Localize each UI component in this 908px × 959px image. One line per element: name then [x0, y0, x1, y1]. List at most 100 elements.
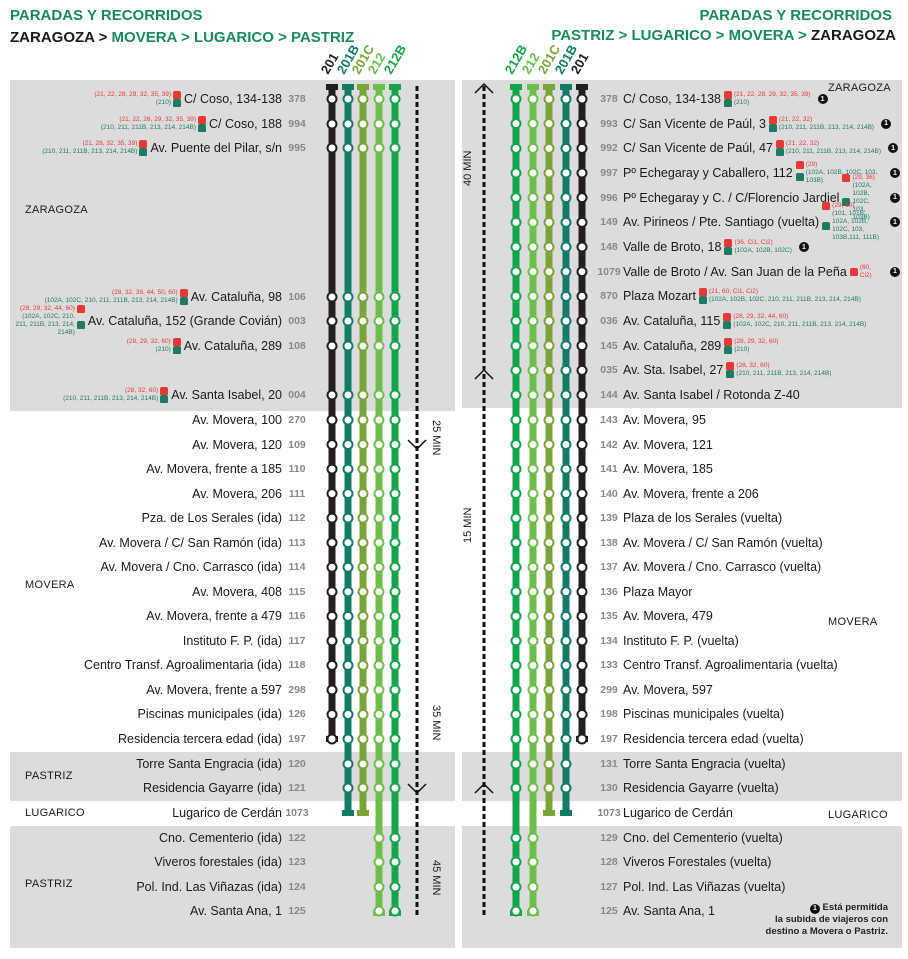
stop-marker: [527, 708, 539, 720]
interurban-bus-routes: (210): [724, 345, 778, 354]
stop-marker: [510, 389, 522, 401]
urban-bus-icon: [139, 140, 148, 148]
stop-marker: [576, 708, 588, 720]
stop-marker: [527, 315, 539, 327]
stop-marker: [510, 315, 522, 327]
urban-routes-text: (29, 36): [852, 173, 875, 181]
urban-bus-icon: [724, 239, 733, 248]
urban-routes-text: (36, Ci1, Ci2): [734, 239, 773, 247]
stop-marker: [543, 708, 555, 720]
stop-marker: [510, 733, 522, 745]
stop-name: Av. Santa Ana, 1: [190, 904, 282, 918]
stop-marker: [510, 93, 522, 105]
stop-marker: [342, 142, 354, 154]
interurban-routes-text: (102A, 102C, 210, 211, 211B, 213, 214, 2…: [733, 321, 867, 329]
stop-code: 125: [600, 905, 618, 917]
stop-marker: [576, 241, 588, 253]
stop-code: 144: [600, 389, 618, 402]
stop-marker: [527, 684, 539, 696]
stop-marker: [576, 512, 588, 524]
stop-marker: [326, 340, 338, 352]
stop-code: 127: [600, 881, 618, 893]
stop-marker: [510, 905, 522, 917]
stop-marker: [576, 389, 588, 401]
stop-marker: [576, 733, 588, 745]
interurban-bus-routes: (210, 211, 211B, 213, 214, 214B): [768, 123, 874, 132]
stop-marker: [560, 586, 572, 598]
stop-marker: [389, 463, 401, 475]
stop-marker: [373, 537, 385, 549]
stop-marker: [342, 561, 354, 573]
stop-marker: [510, 610, 522, 622]
stop-code: 120: [288, 758, 306, 770]
stop-name: Torre Santa Engracia (ida): [136, 757, 282, 771]
urban-bus-icon: [172, 338, 181, 346]
stop-name: Lugarico de Cerdán: [172, 806, 282, 820]
zone-label-movera: MOVERA: [25, 579, 75, 591]
stop-marker: [510, 512, 522, 524]
urban-routes-text: (21, 28, 32, 35, 39): [82, 140, 138, 147]
stop-row: 145 Av. Cataluña, 289 (28, 29, 32, 60) (210…: [595, 335, 900, 357]
stop-marker: [357, 659, 369, 671]
stop-code: 115: [288, 585, 306, 598]
route-heading-part: >: [176, 29, 194, 46]
stop-name: C/ Coso, 134-138: [184, 92, 282, 106]
stop-marker: [373, 389, 385, 401]
stop-row: Av. Movera, 100 270: [10, 409, 312, 431]
stop-marker: [357, 439, 369, 451]
stop-marker: [576, 93, 588, 105]
stop-code: 110: [288, 463, 306, 476]
stop-marker: [342, 659, 354, 671]
stop-marker: [357, 610, 369, 622]
stop-code: 109: [288, 438, 306, 451]
stop-code: 198: [600, 708, 618, 721]
stop-marker: [389, 586, 401, 598]
stop-marker: [576, 192, 588, 204]
stop-marker: [510, 463, 522, 475]
stop-marker: [560, 512, 572, 524]
stop-marker: [326, 610, 338, 622]
stop-row: Residencia tercera edad (ida) 197: [10, 728, 312, 750]
stop-marker: [373, 414, 385, 426]
stop-marker: [326, 439, 338, 451]
stop-code: 035: [600, 364, 618, 377]
stop-marker: [527, 241, 539, 253]
stop-marker: [326, 635, 338, 647]
stop-name: C/ San Vicente de Paúl, 47: [623, 141, 773, 156]
note-marker-icon: 1: [888, 143, 899, 154]
stop-marker: [510, 290, 522, 302]
stop-name: Pº Echegaray y C. / C/Florencio Jardiel: [623, 190, 840, 205]
interurban-bus-routes: (102A, 102B, 102C, 103, 103B): [842, 182, 883, 222]
note-marker-icon: 1: [817, 94, 828, 104]
stop-marker: [527, 905, 539, 917]
stop-name: Instituto F. P. (ida): [182, 633, 282, 648]
urban-bus-routes: (29, 36): [842, 173, 883, 182]
stop-row: Piscinas municipales (ida) 126: [10, 703, 312, 725]
stop-name: Piscinas municipales (vuelta): [623, 707, 785, 722]
route-heading-part: >: [94, 29, 112, 46]
stop-marker: [576, 463, 588, 475]
stop-marker: [357, 463, 369, 475]
stop-code: 136: [600, 585, 618, 598]
stop-name: Pol. Ind. Las Viñazas (ida): [136, 880, 282, 894]
stop-row: 997 Pº Echegaray y Caballero, 112 (29) (102…: [595, 161, 900, 185]
stop-code: 133: [600, 659, 618, 672]
stop-marker: [389, 389, 401, 401]
urban-bus-icon: [76, 305, 85, 313]
stop-marker: [373, 93, 385, 105]
interurban-bus-routes: (210): [156, 346, 181, 354]
stop-marker: [543, 733, 555, 745]
stop-code: 137: [600, 561, 618, 574]
stop-marker: [560, 241, 572, 253]
stop-marker: [342, 537, 354, 549]
stop-marker: [527, 364, 539, 376]
interurban-bus-icon: [179, 297, 188, 305]
stop-marker: [373, 610, 385, 622]
stop-marker: [373, 118, 385, 130]
stop-marker: [357, 586, 369, 598]
stop-marker: [326, 512, 338, 524]
stop-marker: [527, 340, 539, 352]
stop-marker: [527, 463, 539, 475]
stop-code: 145: [600, 339, 618, 352]
bus-connections: (28, 32, 60) (210, 211, 211B, 213, 214, 2…: [63, 387, 169, 403]
